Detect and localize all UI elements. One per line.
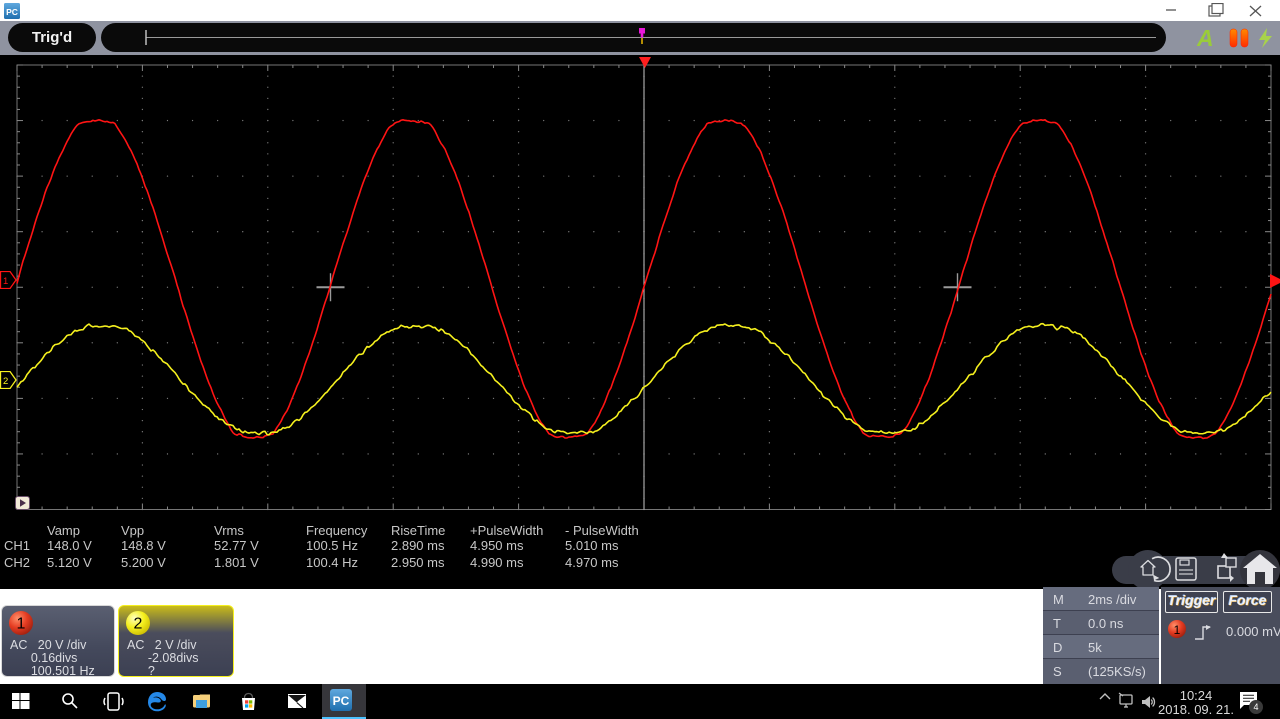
svg-text:1: 1 xyxy=(1174,623,1181,637)
svg-text:10:24: 10:24 xyxy=(1180,688,1213,703)
svg-text:2018. 09. 21.: 2018. 09. 21. xyxy=(1158,702,1234,717)
svg-text:PC: PC xyxy=(333,694,350,708)
svg-text:A: A xyxy=(1197,26,1214,51)
svg-text:4: 4 xyxy=(1253,702,1258,712)
